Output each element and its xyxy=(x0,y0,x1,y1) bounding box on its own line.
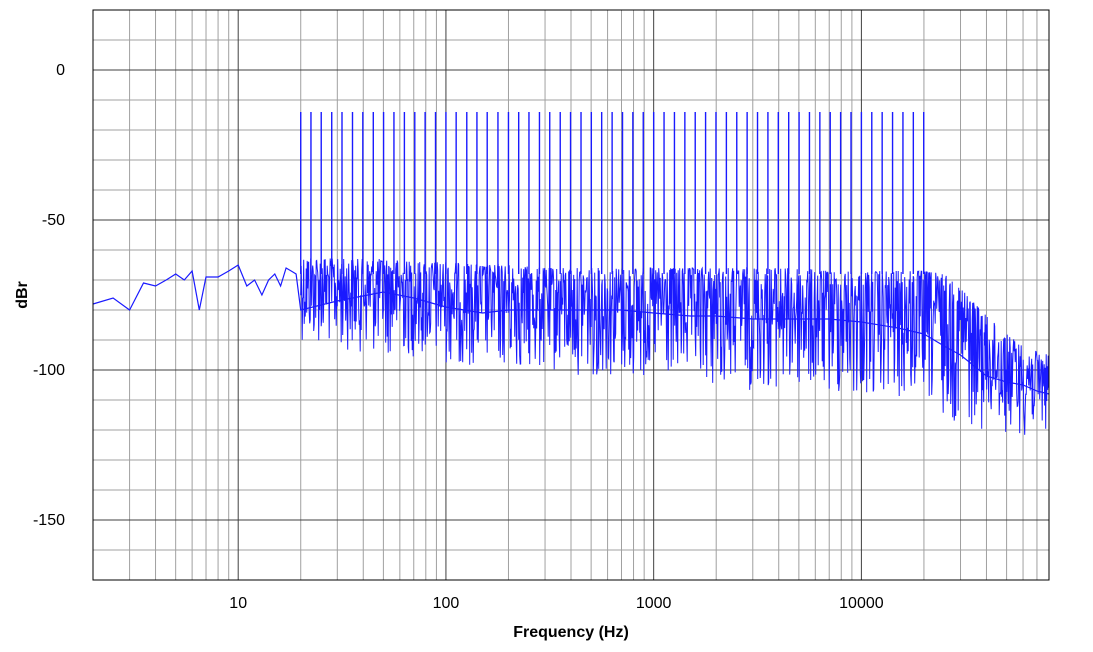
y-tick-label: -50 xyxy=(42,212,65,229)
y-tick-label: 0 xyxy=(56,62,65,79)
noise-floor-trace xyxy=(300,258,1050,435)
spectrum-trace xyxy=(92,264,1050,395)
plot-frame xyxy=(92,9,1050,581)
y-tick-label: -150 xyxy=(33,512,65,529)
series-layer xyxy=(92,112,1050,435)
x-tick-label: 1000 xyxy=(636,595,672,612)
x-tick-label: 10000 xyxy=(839,595,884,612)
y-tick-label: -100 xyxy=(33,362,65,379)
y-tick-labels: 0 -50 -100 -150 xyxy=(33,62,65,529)
x-tick-label: 100 xyxy=(433,595,460,612)
x-axis-title: Frequency (Hz) xyxy=(513,624,629,641)
x-tick-labels: 10 100 1000 10000 xyxy=(229,595,883,612)
x-tick-label: 10 xyxy=(229,595,247,612)
y-axis-title: dBr xyxy=(14,281,31,309)
